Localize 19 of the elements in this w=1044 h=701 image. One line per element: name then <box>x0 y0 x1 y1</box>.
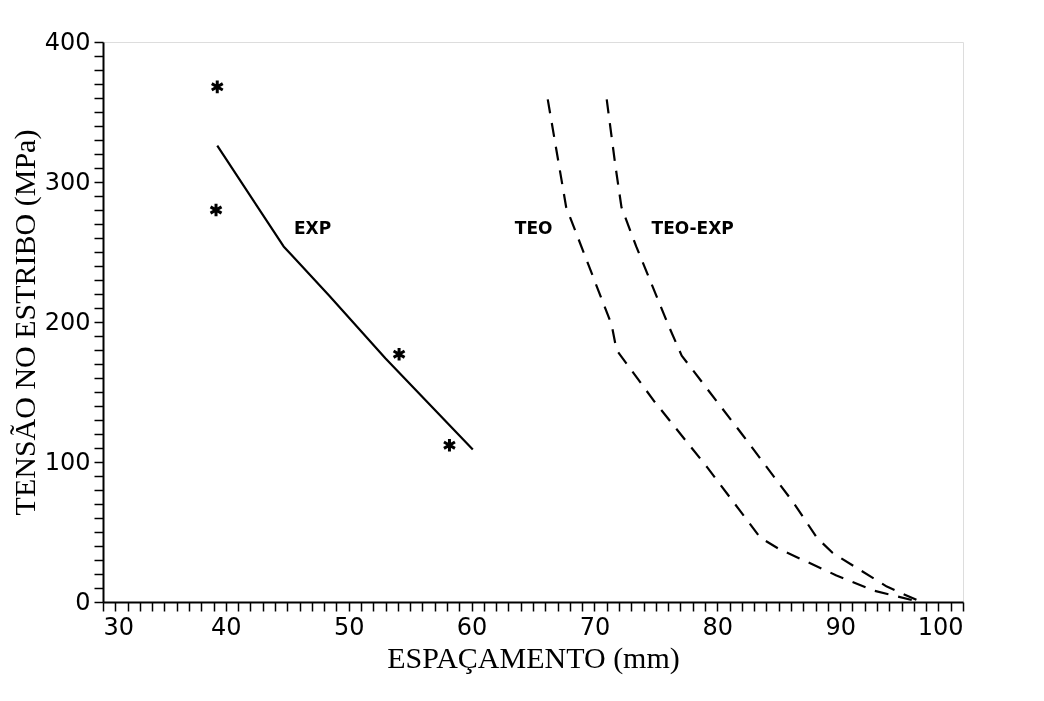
y-tick-label: 400 <box>44 27 91 56</box>
x-tick-label: 100 <box>917 612 964 641</box>
series-label: EXP <box>293 217 332 238</box>
x-tick-label: 80 <box>702 612 734 641</box>
line-series <box>216 144 474 451</box>
x-tick-label: 30 <box>103 612 135 641</box>
x-tick-label: 70 <box>579 612 611 641</box>
x-tick-label: 40 <box>211 612 242 641</box>
series-label: TEO <box>514 217 553 238</box>
y-tick-label: 100 <box>44 447 91 476</box>
x-tick-label: 50 <box>333 612 365 641</box>
x-tick-label: 90 <box>825 612 856 641</box>
y-tick-label: 200 <box>44 307 91 336</box>
y-axis-title: TENSÃO NO ESTRIBO (MPa) <box>7 129 42 516</box>
y-tick-label: 0 <box>75 587 91 616</box>
x-tick-label: 60 <box>456 612 488 641</box>
x-axis-title: ESPAÇAMENTO (mm) <box>387 640 680 675</box>
series-label: TEO-EXP <box>651 217 734 238</box>
y-tick-label: 300 <box>44 167 91 196</box>
